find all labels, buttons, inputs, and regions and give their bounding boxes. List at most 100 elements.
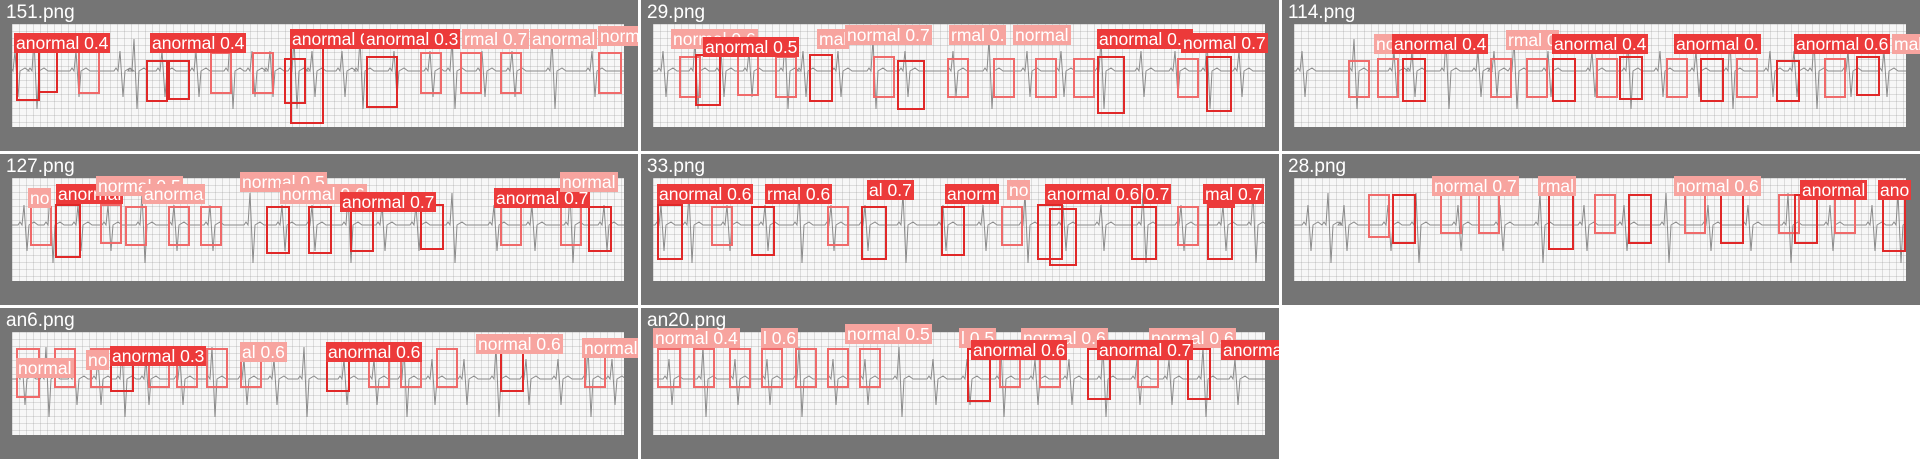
- detection-box: [55, 204, 81, 258]
- detection-box: [500, 52, 522, 94]
- detection-box: [500, 206, 522, 246]
- detection-box: [168, 206, 190, 246]
- image-tile[interactable]: 29.png normal 0.6 anormal 0.5 mal normal…: [641, 0, 1279, 151]
- detection-box: [1368, 194, 1390, 238]
- ecg-trace: [1294, 38, 1906, 110]
- detection-box: [420, 52, 442, 94]
- detection-box: [1097, 56, 1125, 114]
- detection-label: no: [28, 188, 52, 208]
- detection-box: [1526, 58, 1548, 98]
- detection-label: anormal 0.6: [1794, 34, 1891, 54]
- detection-box: [947, 58, 969, 98]
- tile-filename: 127.png: [6, 156, 75, 177]
- detection-box: [1856, 56, 1880, 96]
- detection-label: anormal 0.4: [1552, 34, 1649, 54]
- detection-box: [1131, 206, 1157, 260]
- detection-label: normal 0.5: [845, 324, 932, 344]
- detection-box: [38, 48, 58, 93]
- detection-box: [993, 58, 1015, 98]
- detection-label: anormal 0.7: [494, 188, 591, 208]
- detection-box: [500, 348, 524, 392]
- detection-label: mal: [817, 29, 850, 49]
- image-tile[interactable]: 151.png anormal 0.4 anormal 0.4 anormal …: [0, 0, 638, 151]
- detection-label: no: [1007, 180, 1031, 200]
- detection-box: [366, 56, 398, 108]
- detection-label: normal: [16, 358, 74, 378]
- detection-box: [1478, 194, 1500, 234]
- detection-box: [897, 60, 925, 110]
- detection-box: [1177, 206, 1199, 246]
- detection-box: [200, 206, 222, 246]
- detection-box: [941, 206, 965, 256]
- detection-box: [861, 206, 887, 260]
- detection-box: [460, 52, 482, 94]
- detection-label: anormal 0.7: [340, 192, 437, 212]
- detection-box: [168, 60, 190, 100]
- detection-label: normal 0.7: [845, 25, 932, 45]
- detection-box: [827, 348, 849, 388]
- detection-label: mal 0.7: [1203, 184, 1265, 204]
- image-tile[interactable]: an20.png normal 0.4 l 0.6 normal 0.5 l 0…: [641, 308, 1279, 459]
- detection-label: rmal 0: [1506, 30, 1559, 50]
- detection-box: [1628, 194, 1652, 244]
- detection-box: [16, 46, 40, 101]
- detection-label: anormal 0.5: [703, 37, 800, 57]
- detection-label: ano: [1878, 180, 1912, 200]
- detection-box: [711, 206, 733, 246]
- detection-label: rmal 0.: [949, 25, 1007, 45]
- detection-label: normal 0.7: [1432, 176, 1519, 196]
- detection-label: anormal 0.6: [657, 184, 754, 204]
- image-tile[interactable]: 33.png anormal 0.6 rmal 0.6 al 0.7 anorm…: [641, 154, 1279, 305]
- detection-label: anormal 0.5: [1097, 29, 1194, 49]
- detection-box: [737, 54, 759, 96]
- ecg-waveform: [653, 38, 1265, 110]
- detection-box: [1882, 194, 1906, 252]
- detection-box: [1720, 194, 1744, 244]
- image-tile[interactable]: an6.png normal no anormal 0.3 al 0.6 ano…: [0, 308, 638, 459]
- detection-box: [1736, 58, 1758, 98]
- detection-box: [1834, 194, 1856, 234]
- tile-filename: 28.png: [1288, 156, 1347, 177]
- detection-box: [266, 206, 290, 254]
- detection-box: [1073, 58, 1095, 98]
- detection-label: normal: [598, 26, 638, 46]
- detection-box: [308, 206, 332, 254]
- detection-box: [125, 206, 147, 246]
- detection-box: [729, 348, 751, 388]
- image-tile[interactable]: 114.png no anormal 0.4 rmal 0 anormal 0.…: [1282, 0, 1920, 151]
- detection-box: [1377, 58, 1399, 98]
- detection-label: anormal 0.4: [150, 33, 247, 53]
- detection-box: [588, 206, 612, 252]
- detection-label: no: [1374, 34, 1398, 54]
- detection-label: anormal 0.7: [1221, 340, 1279, 360]
- detection-label: 0.7: [1143, 184, 1172, 204]
- detection-label: anormal 0.4: [14, 33, 111, 53]
- detection-box: [1619, 56, 1643, 100]
- tile-filename: 33.png: [647, 156, 706, 177]
- detection-box: [1206, 56, 1232, 112]
- detection-label: anorma: [142, 184, 206, 204]
- detection-box: [1594, 194, 1616, 234]
- detection-box: [1035, 58, 1057, 98]
- ecg-waveform: [12, 38, 624, 110]
- detection-label: normal: [1013, 25, 1071, 45]
- detection-label: normal: [582, 338, 638, 358]
- detection-box: [1392, 194, 1416, 244]
- detection-box: [873, 56, 895, 98]
- detection-box: [30, 206, 52, 246]
- detection-label: normal: [560, 172, 618, 192]
- detection-box: [1440, 194, 1462, 234]
- detection-box: [693, 348, 715, 388]
- detection-box: [210, 52, 232, 94]
- image-tile[interactable]: 28.png normal 0.7 rmal normal 0.6 anorma…: [1282, 154, 1920, 305]
- detection-box: [290, 46, 324, 124]
- image-tile[interactable]: 127.png no anormal normal 0.5 anorma nor…: [0, 154, 638, 305]
- detection-label: anormal: [1800, 180, 1868, 200]
- detection-label: anormal 0.3: [110, 346, 207, 366]
- detection-box: [1402, 58, 1426, 102]
- detection-box: [350, 206, 374, 252]
- ecg-trace: [653, 346, 1265, 418]
- detection-box: [1776, 60, 1800, 102]
- detection-box: [809, 54, 833, 102]
- detection-label: anormal: [530, 29, 598, 49]
